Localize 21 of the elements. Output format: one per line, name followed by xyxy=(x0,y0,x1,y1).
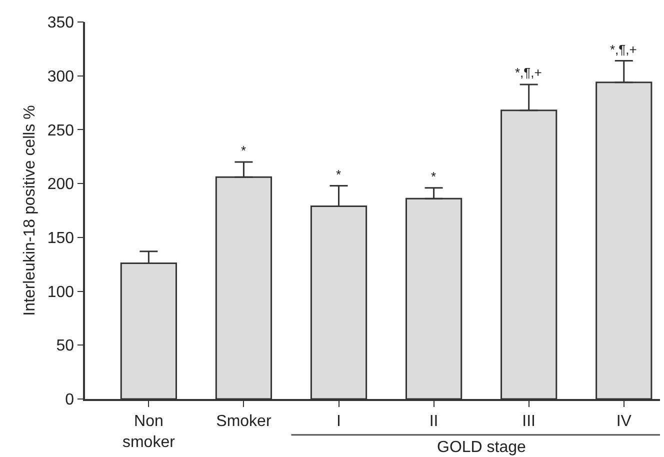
y-tick-label: 350 xyxy=(47,14,74,32)
y-tick-label: 50 xyxy=(56,338,74,355)
y-tick-label: 150 xyxy=(47,230,74,248)
x-tick-label: Non smoker xyxy=(122,412,176,451)
y-axis-title: Interleukin-18 positive cells % xyxy=(22,105,39,316)
y-tick-label: 250 xyxy=(47,122,74,140)
y-tick-label: 200 xyxy=(47,176,74,194)
x-tick-label: II xyxy=(429,412,438,430)
text: GOLD stage xyxy=(437,439,526,456)
y-tick-label: 0 xyxy=(65,392,74,409)
annotation: * xyxy=(241,143,246,158)
annotation: * xyxy=(431,169,436,184)
x-tick-label: IV xyxy=(616,412,632,430)
x-tick-label: III xyxy=(522,412,536,430)
annotation: *,¶,+ xyxy=(515,65,542,80)
x-tick-label: Smoker xyxy=(216,412,272,430)
y-tick-label: 300 xyxy=(47,68,74,86)
x-tick-label: I xyxy=(336,412,341,430)
annotation: * xyxy=(336,167,342,182)
annotation: *,¶,+ xyxy=(610,42,637,57)
y-tick-label: 100 xyxy=(47,284,74,301)
